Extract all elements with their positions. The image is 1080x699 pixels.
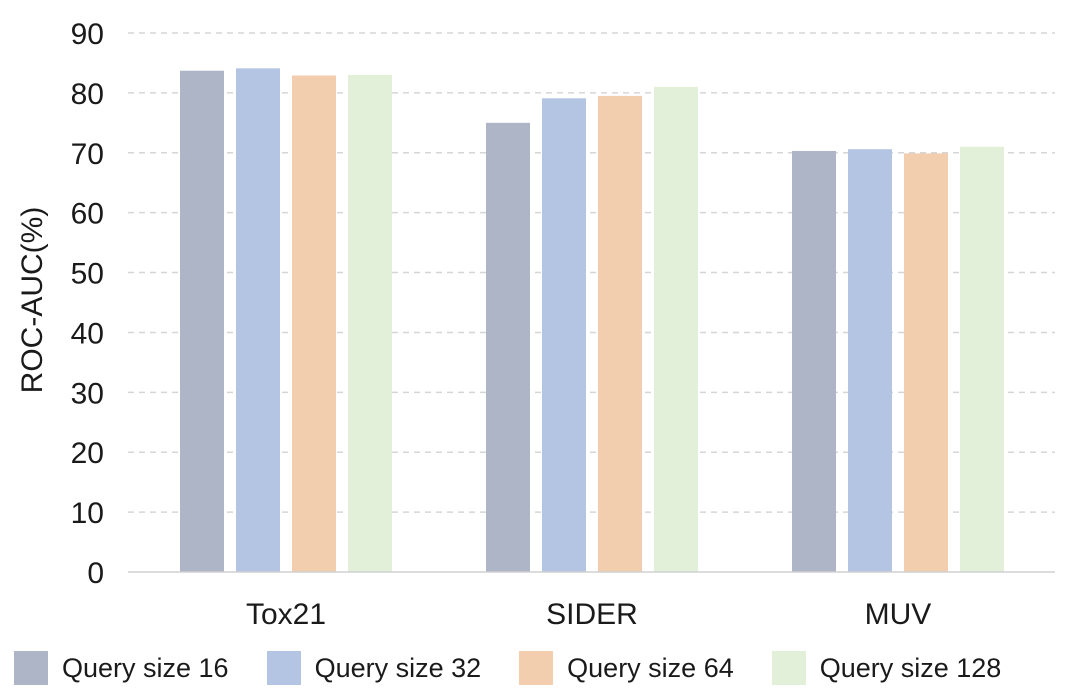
y-tick-label: 0 — [87, 557, 104, 590]
bar-tox21-query-size-32 — [236, 68, 280, 572]
y-tick-label: 80 — [71, 78, 104, 111]
y-tick-label: 20 — [71, 437, 104, 470]
bar-tox21-query-size-128 — [348, 74, 392, 572]
legend-swatch — [771, 651, 806, 685]
y-tick-label: 70 — [71, 138, 104, 171]
bar-muv-query-size-128 — [960, 146, 1004, 573]
x-tick-label-muv: MUV — [865, 598, 932, 631]
x-tick-label-tox21: Tox21 — [246, 598, 326, 631]
bar-sider-query-size-64 — [598, 95, 642, 572]
bar-sider-query-size-16 — [486, 122, 530, 572]
legend-swatch — [14, 651, 48, 685]
y-tick-label: 40 — [71, 317, 104, 350]
legend-item: Query size 16 — [14, 651, 229, 685]
bar-sider-query-size-32 — [542, 98, 586, 572]
bar-tox21-query-size-64 — [292, 75, 336, 572]
x-axis-ticks: Tox21 SIDER MUV — [246, 598, 931, 631]
y-tick-label: 60 — [71, 198, 104, 231]
y-tick-label: 50 — [71, 258, 104, 291]
gridlines — [128, 32, 1055, 513]
bar-muv-query-size-64 — [904, 153, 948, 573]
x-tick-label-sider: SIDER — [546, 598, 638, 631]
y-tick-label: 90 — [71, 18, 104, 51]
legend-label: Query size 64 — [567, 652, 734, 683]
bars — [180, 68, 1004, 573]
bar-sider-query-size-128 — [654, 86, 698, 573]
bar-muv-query-size-16 — [792, 150, 836, 572]
bar-muv-query-size-32 — [848, 149, 892, 572]
legend-swatch — [266, 651, 301, 685]
y-axis-ticks: 0 10 20 30 40 50 60 70 80 90 — [71, 18, 104, 590]
y-tick-label: 30 — [71, 377, 104, 410]
legend-item: Query size 32 — [266, 651, 482, 685]
y-axis-label: ROC-AUC(%) — [16, 207, 49, 394]
bar-tox21-query-size-16 — [180, 70, 224, 572]
legend-label: Query size 32 — [314, 652, 482, 683]
legend-label: Query size 128 — [819, 652, 1002, 683]
legend: Query size 16 Query size 32 Query size 64 Q… — [0, 645, 1080, 691]
bar-chart-plot: 0 10 20 30 40 50 60 70 80 90 Tox21 SIDER MUV ROC-AU… — [16, 18, 1055, 631]
legend-label: Query size 16 — [62, 652, 229, 683]
legend-item: Query size 64 — [519, 651, 734, 685]
y-tick-label: 10 — [71, 497, 104, 530]
legend-swatch — [519, 651, 554, 685]
legend-item: Query size 128 — [771, 651, 1002, 685]
